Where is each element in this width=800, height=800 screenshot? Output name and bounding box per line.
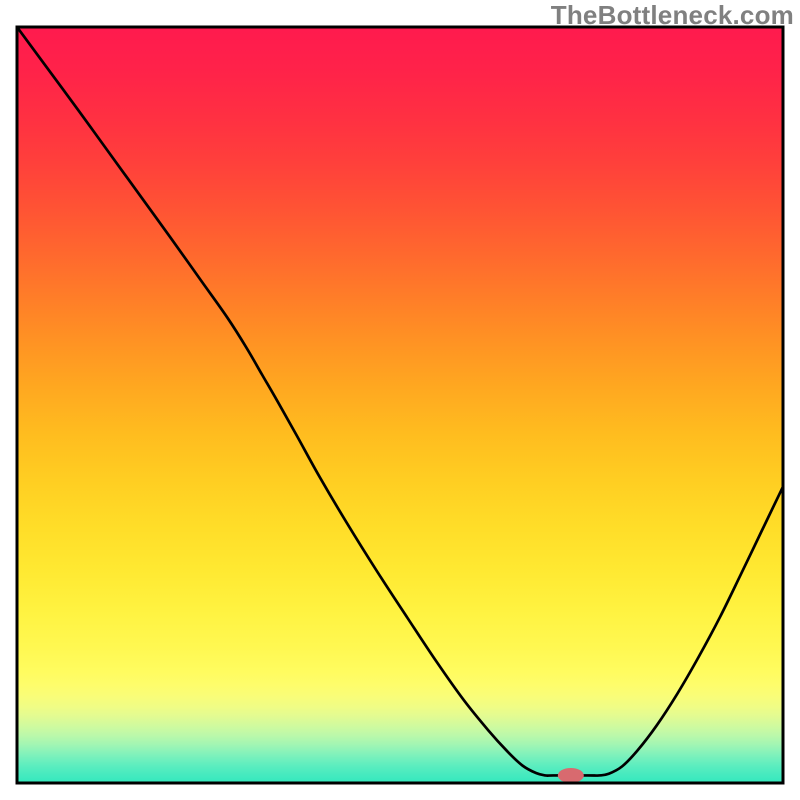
chart-gradient-background (17, 27, 783, 783)
optimal-marker (558, 768, 584, 783)
watermark-text: TheBottleneck.com (551, 0, 794, 31)
bottleneck-chart (0, 0, 800, 800)
